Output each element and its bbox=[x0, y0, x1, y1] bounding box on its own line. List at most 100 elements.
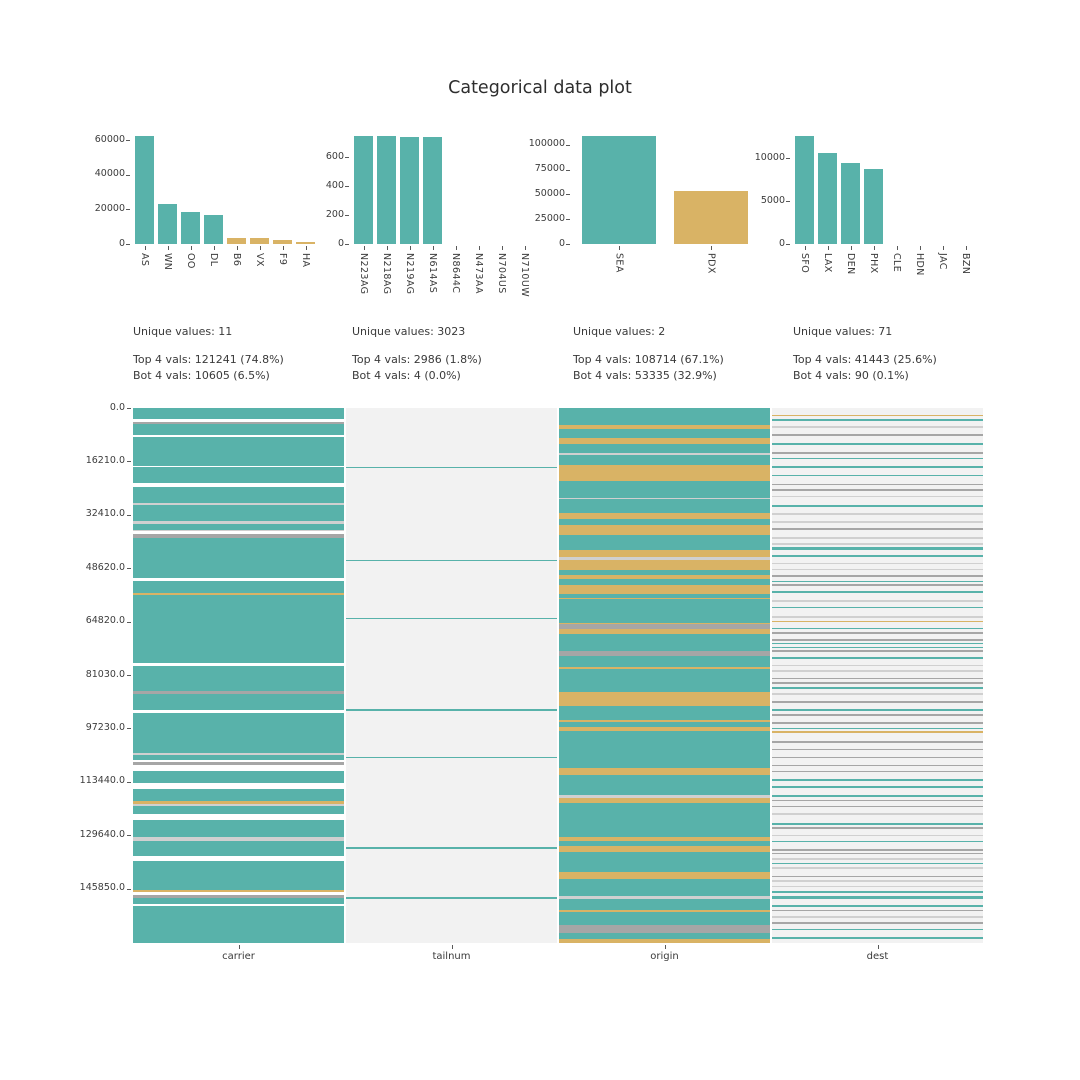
y-tick bbox=[127, 408, 131, 409]
stripe bbox=[772, 787, 983, 796]
stripe bbox=[772, 765, 983, 767]
stripe bbox=[772, 732, 983, 741]
stripe bbox=[559, 815, 770, 829]
y-tick bbox=[786, 158, 790, 160]
stripe bbox=[559, 428, 770, 439]
stripe bbox=[772, 825, 983, 828]
stripe bbox=[133, 465, 344, 468]
stripe bbox=[559, 726, 770, 731]
stripe bbox=[772, 489, 983, 491]
stripe bbox=[133, 567, 344, 579]
stripe bbox=[346, 468, 557, 560]
stripe bbox=[133, 920, 344, 928]
stripe bbox=[133, 631, 344, 643]
stripe bbox=[133, 691, 344, 694]
stripe bbox=[133, 770, 344, 784]
stripe bbox=[559, 452, 770, 456]
stripe bbox=[133, 870, 344, 886]
stats-block-carrier: Unique values: 11 Top 4 vals: 121241 (74… bbox=[133, 325, 349, 383]
stripe bbox=[133, 593, 344, 595]
stripe bbox=[772, 622, 983, 628]
stripe bbox=[133, 474, 344, 483]
stripe bbox=[772, 797, 983, 800]
stripe bbox=[559, 614, 770, 624]
x-tick-label: PDX bbox=[705, 253, 717, 274]
stripe bbox=[133, 421, 344, 424]
bar-DEN bbox=[841, 163, 860, 244]
stripe bbox=[772, 416, 983, 419]
stripe bbox=[133, 437, 344, 453]
x-tick bbox=[827, 246, 829, 250]
stripe bbox=[772, 807, 983, 814]
stripe bbox=[772, 459, 983, 467]
stripe bbox=[772, 620, 983, 623]
x-tick bbox=[873, 246, 875, 250]
stripe bbox=[772, 701, 983, 704]
x-tick bbox=[478, 246, 480, 250]
stripe bbox=[772, 904, 983, 907]
stripe bbox=[772, 723, 983, 729]
stripe bbox=[346, 847, 557, 849]
stripe bbox=[772, 554, 983, 558]
x-tick-label: N218AG bbox=[381, 253, 392, 295]
stripe bbox=[772, 665, 983, 671]
y-tick-label: 129640.0 bbox=[79, 828, 125, 840]
y-tick bbox=[127, 781, 131, 783]
stripe bbox=[772, 687, 983, 690]
stripe bbox=[133, 802, 344, 805]
stripe bbox=[346, 898, 557, 943]
stripe bbox=[133, 408, 344, 419]
mini-bar-chart-tailnum: 0 200 400 600 N223AG N218AG N219AG N614AS N8644C… bbox=[326, 130, 536, 324]
stripe bbox=[559, 529, 770, 536]
stripe bbox=[133, 762, 344, 766]
stripe bbox=[133, 860, 344, 871]
stripe bbox=[772, 822, 983, 826]
stripe bbox=[559, 798, 770, 804]
stripe bbox=[559, 424, 770, 429]
y-tick bbox=[566, 144, 570, 146]
top-values-label: Top 4 vals: 108714 (67.1%) bbox=[573, 353, 724, 366]
stripe bbox=[346, 848, 557, 898]
stripe bbox=[559, 878, 770, 897]
bar-SEA bbox=[582, 136, 656, 244]
stripe bbox=[772, 850, 983, 853]
stripe bbox=[772, 476, 983, 484]
y-tick-label: 25000 bbox=[534, 212, 565, 224]
stripe bbox=[133, 885, 344, 891]
stripe bbox=[559, 575, 770, 579]
x-tick-label: CLE bbox=[891, 253, 902, 273]
y-tick bbox=[345, 215, 349, 217]
stripe bbox=[133, 859, 344, 861]
chart-title: Categorical data plot bbox=[448, 78, 632, 98]
x-tick-label: N704US bbox=[496, 253, 507, 294]
stripe bbox=[133, 898, 344, 904]
y-tick bbox=[786, 201, 790, 203]
stripe bbox=[772, 679, 983, 683]
stripe bbox=[772, 770, 983, 772]
stripe bbox=[133, 502, 344, 506]
x-tick bbox=[190, 246, 192, 250]
stripe bbox=[133, 423, 344, 435]
bar-N614AS bbox=[423, 136, 442, 244]
stripe bbox=[346, 756, 557, 758]
x-tick bbox=[167, 246, 169, 250]
stripe bbox=[772, 453, 983, 458]
stripe bbox=[772, 836, 983, 842]
stripe bbox=[559, 924, 770, 933]
stripe bbox=[133, 916, 344, 921]
stripe bbox=[772, 898, 983, 905]
stripe bbox=[772, 651, 983, 658]
bar-PHX bbox=[864, 168, 883, 244]
y-tick bbox=[566, 169, 570, 171]
stripe bbox=[772, 939, 983, 943]
stripe bbox=[772, 729, 983, 732]
x-tick bbox=[850, 246, 852, 250]
stripe bbox=[133, 534, 344, 536]
mini-bar-chart-dest: 0 5000 10000 SFO LAX DEN PHX CLE HDN JAC BZN bbox=[755, 130, 977, 324]
top-values-label: Top 4 vals: 2986 (1.8%) bbox=[352, 353, 482, 366]
stripe bbox=[772, 467, 983, 476]
y-tick-label: 400 bbox=[325, 179, 344, 191]
stripe bbox=[559, 828, 770, 838]
stripe bbox=[772, 876, 983, 880]
